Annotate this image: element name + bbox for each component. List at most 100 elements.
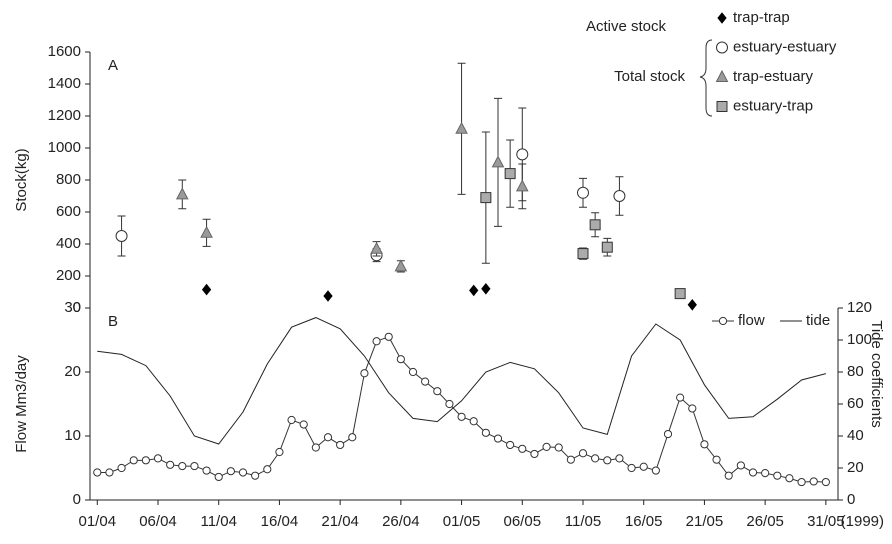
data-point bbox=[676, 393, 685, 402]
data-point bbox=[821, 477, 830, 487]
x-tick-label: 16/05 bbox=[625, 513, 663, 530]
data-point bbox=[421, 377, 430, 386]
data-point bbox=[200, 225, 213, 238]
data-point bbox=[481, 282, 491, 295]
data-point bbox=[518, 444, 527, 453]
data-point bbox=[238, 468, 248, 477]
x-tick-label: 01/04 bbox=[79, 513, 117, 530]
data-point bbox=[615, 454, 624, 463]
data-point bbox=[457, 412, 466, 421]
x-tick-label: 16/04 bbox=[261, 513, 299, 530]
y-tick-label: 400 bbox=[56, 235, 81, 252]
data-point bbox=[214, 472, 223, 482]
data-point bbox=[736, 461, 745, 470]
data-point bbox=[613, 190, 626, 202]
legend-group-label: Total stock bbox=[614, 68, 685, 85]
data-point bbox=[141, 456, 150, 465]
data-point bbox=[299, 420, 308, 429]
data-point bbox=[748, 468, 758, 477]
x-tick-label: 21/04 bbox=[321, 513, 359, 530]
data-point bbox=[251, 471, 260, 480]
y2-tick-label: 60 bbox=[847, 395, 864, 412]
y2-axis-label: Tide coefficients bbox=[868, 320, 885, 428]
data-point bbox=[433, 387, 442, 396]
data-point bbox=[396, 355, 405, 364]
data-point bbox=[360, 369, 369, 378]
data-point bbox=[687, 298, 697, 311]
data-point bbox=[578, 449, 588, 458]
legend-marker bbox=[716, 101, 728, 112]
legend-marker bbox=[715, 69, 729, 82]
legend-label: trap-estuary bbox=[733, 68, 814, 85]
data-point bbox=[554, 443, 563, 452]
data-point bbox=[516, 148, 529, 161]
x-tick-label: 26/05 bbox=[746, 513, 784, 530]
panel-label: B bbox=[108, 313, 118, 330]
data-point bbox=[785, 474, 794, 483]
x-tick-label: 01/05 bbox=[443, 513, 481, 530]
y2-tick-label: 40 bbox=[847, 427, 864, 444]
data-point bbox=[275, 447, 284, 457]
data-point bbox=[115, 230, 128, 242]
data-point bbox=[469, 284, 479, 297]
legend-brace bbox=[699, 39, 713, 117]
legend-label: tide bbox=[806, 312, 830, 329]
y-tick-label: 800 bbox=[56, 171, 81, 188]
x-tick-label: 06/04 bbox=[139, 513, 177, 530]
data-point bbox=[455, 121, 468, 134]
y-axis-label: Stock(kg) bbox=[13, 148, 30, 211]
panel-label: A bbox=[108, 57, 118, 74]
data-point bbox=[178, 461, 187, 471]
x-tick-label: 06/05 bbox=[504, 513, 542, 530]
y-axis-label: Flow Mm3/day bbox=[13, 355, 30, 453]
data-point bbox=[323, 433, 333, 442]
y-tick-label: 30 bbox=[64, 299, 81, 316]
data-point bbox=[589, 219, 601, 231]
data-point bbox=[201, 283, 212, 296]
y2-tick-label: 100 bbox=[847, 331, 872, 348]
y-tick-label: 1200 bbox=[48, 107, 81, 124]
y-tick-label: 0 bbox=[73, 491, 81, 508]
data-point bbox=[542, 442, 551, 451]
data-point bbox=[175, 187, 189, 200]
y-tick-label: 1400 bbox=[48, 75, 81, 92]
data-point bbox=[651, 466, 660, 475]
data-point bbox=[761, 469, 770, 478]
data-point bbox=[688, 404, 697, 413]
legend-marker bbox=[716, 41, 728, 54]
y2-tick-label: 20 bbox=[847, 459, 864, 476]
y-tick-label: 1600 bbox=[48, 43, 81, 60]
data-point bbox=[809, 477, 818, 486]
data-point bbox=[601, 241, 613, 253]
data-point bbox=[530, 449, 539, 459]
data-point bbox=[674, 288, 686, 300]
data-point bbox=[480, 192, 492, 204]
data-point bbox=[712, 455, 721, 464]
data-point bbox=[700, 440, 709, 449]
data-point bbox=[372, 337, 381, 346]
data-point bbox=[445, 399, 454, 409]
data-point bbox=[469, 417, 478, 426]
data-point bbox=[773, 471, 782, 480]
data-point bbox=[663, 429, 673, 439]
data-point bbox=[166, 460, 175, 469]
data-point bbox=[323, 290, 333, 302]
data-point bbox=[566, 455, 575, 464]
data-point bbox=[797, 477, 806, 487]
data-point bbox=[336, 440, 345, 450]
y2-tick-label: 120 bbox=[847, 299, 872, 316]
x-tick-label: 11/04 bbox=[200, 513, 236, 530]
data-point bbox=[504, 168, 516, 180]
data-point bbox=[311, 443, 320, 452]
data-point bbox=[577, 186, 589, 199]
x-tick-label: 26/04 bbox=[382, 513, 420, 530]
data-point bbox=[493, 434, 503, 443]
y-tick-label: 1000 bbox=[48, 139, 81, 156]
data-point bbox=[287, 415, 296, 425]
legend-label: estuary-estuary bbox=[733, 38, 837, 55]
x-tick-label: 31/05 bbox=[807, 513, 845, 530]
x-tick-label: 21/05 bbox=[686, 513, 724, 530]
data-point bbox=[603, 456, 612, 465]
y2-tick-label: 0 bbox=[847, 491, 855, 508]
data-point bbox=[153, 454, 163, 463]
